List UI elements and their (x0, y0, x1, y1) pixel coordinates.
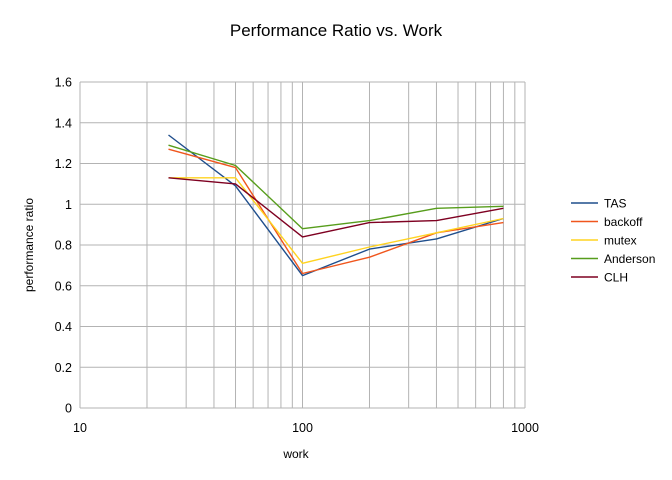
y-tick-label: 0.6 (55, 279, 72, 293)
x-axis-label: work (282, 447, 309, 461)
series-line-mutex (168, 177, 504, 264)
y-tick-label: 0 (65, 402, 72, 416)
y-axis-label: performance ratio (22, 198, 36, 292)
chart-title: Performance Ratio vs. Work (230, 21, 443, 40)
legend: TAS backoff mutex Anderson CLH (571, 197, 655, 285)
legend-label: TAS (604, 197, 626, 211)
x-tick-label: 10 (73, 421, 87, 435)
y-tick-label: 0.2 (55, 361, 72, 375)
y-tick-label: 1 (65, 198, 72, 212)
x-tick-label: 1000 (511, 421, 539, 435)
axes (79, 82, 525, 409)
y-tick-label: 1.6 (55, 76, 72, 90)
series-lines (168, 134, 504, 277)
legend-label: mutex (604, 234, 637, 248)
legend-label: Anderson (604, 252, 655, 266)
y-tick-label: 1.2 (55, 157, 72, 171)
tick-labels: 0 0.2 0.4 0.6 0.8 1 1.2 1.4 1.6 10 100 1000 (55, 76, 539, 436)
y-tick-label: 0.8 (55, 239, 72, 253)
legend-label: backoff (604, 215, 643, 229)
y-tick-label: 1.4 (55, 116, 72, 130)
x-tick-label: 100 (292, 421, 313, 435)
series-line-anderson (168, 144, 504, 230)
series-line-clh (168, 177, 504, 238)
y-tick-label: 0.4 (55, 320, 72, 334)
legend-label: CLH (604, 271, 628, 285)
grid (79, 81, 526, 409)
